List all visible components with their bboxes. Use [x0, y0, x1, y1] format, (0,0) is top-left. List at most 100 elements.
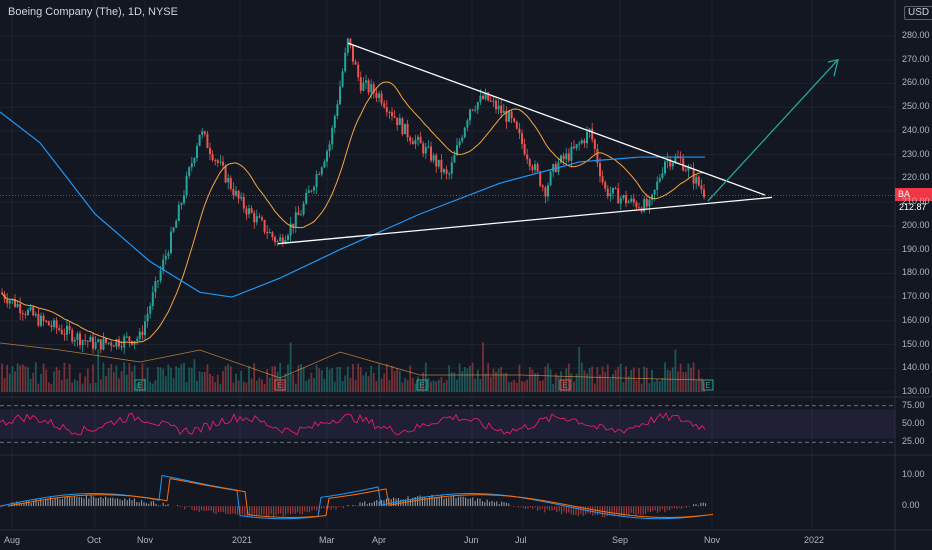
- volume-ma-line: [0, 342, 706, 381]
- y-axis-label: 220.00: [902, 172, 930, 183]
- earnings-label: E: [562, 381, 567, 390]
- volume-bar: [526, 379, 529, 392]
- volume-bar: [24, 366, 27, 392]
- earnings-label: E: [137, 381, 142, 390]
- volume-bar: [417, 376, 419, 392]
- candle-body: [248, 208, 250, 215]
- volume-bar: [406, 380, 409, 392]
- candle-body: [21, 313, 24, 315]
- candle-body: [565, 153, 568, 160]
- candle-body: [653, 189, 656, 195]
- candle-body: [466, 120, 469, 128]
- candle-body: [177, 204, 180, 221]
- candle-body: [203, 131, 206, 134]
- candle-body: [593, 139, 596, 149]
- candle-body: [222, 161, 224, 166]
- candle-body: [128, 336, 131, 342]
- candle-body: [97, 339, 100, 343]
- candle-body: [349, 38, 352, 46]
- candle-body: [94, 342, 97, 349]
- volume-bar: [422, 372, 425, 392]
- candle-body: [635, 202, 638, 208]
- candle-body: [294, 212, 297, 228]
- volume-bar: [123, 362, 126, 392]
- volume-bar: [385, 363, 388, 392]
- candle-body: [573, 146, 575, 149]
- candle-body: [261, 217, 263, 220]
- y-axis-label: 200.00: [902, 219, 930, 230]
- ma-slow-line: [0, 111, 705, 298]
- volume-bar: [136, 383, 139, 392]
- y-axis-label: 230.00: [902, 148, 930, 159]
- candle-body: [643, 198, 646, 212]
- earnings-marker: [559, 379, 571, 391]
- volume-bar: [313, 378, 315, 392]
- volume-bar: [671, 367, 674, 392]
- volume-bar: [248, 365, 250, 392]
- candle-body: [292, 223, 295, 228]
- volume-bar: [55, 367, 58, 392]
- candle-body: [406, 123, 409, 138]
- volume-bar: [250, 378, 253, 392]
- volume-bar: [110, 364, 113, 392]
- candle-body: [658, 178, 661, 182]
- volume-bar: [297, 365, 300, 392]
- candle-body: [469, 109, 471, 121]
- volume-bar: [211, 375, 214, 392]
- volume-bar: [666, 369, 669, 392]
- candle-body: [609, 193, 612, 197]
- candle-body: [326, 151, 328, 162]
- volume-bar: [461, 371, 464, 392]
- volume-bar: [549, 369, 552, 392]
- volume-bar: [458, 363, 461, 392]
- volume-bar: [105, 375, 107, 392]
- volume-bar: [266, 369, 269, 392]
- candle-body: [578, 143, 581, 145]
- candle-body: [276, 241, 279, 243]
- volume-bar: [606, 364, 609, 392]
- y-axis-label: 250.00: [902, 101, 930, 112]
- volume-bar: [632, 367, 635, 392]
- candle-body: [440, 159, 443, 173]
- y-axis-label: 140.00: [902, 362, 930, 373]
- volume-bar: [474, 378, 477, 392]
- candle-body: [313, 187, 315, 191]
- volume-bar: [21, 364, 24, 392]
- volume-bar: [323, 378, 326, 392]
- volume-bar: [307, 378, 310, 392]
- volume-bar: [541, 380, 544, 392]
- volume-bar: [86, 368, 89, 392]
- rsi-line: [0, 412, 706, 436]
- volume-bar: [497, 368, 500, 392]
- candle-body: [336, 104, 339, 117]
- candle-body: [502, 110, 505, 114]
- volume-bar: [151, 383, 154, 392]
- currency-badge[interactable]: USD: [904, 6, 932, 20]
- candle-body: [580, 140, 583, 144]
- volume-bar: [682, 372, 685, 392]
- candle-body: [258, 216, 261, 218]
- candle-body: [471, 109, 474, 111]
- candle-body: [53, 320, 55, 327]
- volume-bar: [328, 369, 331, 392]
- candle-body: [110, 342, 113, 346]
- volume-bar: [518, 364, 521, 392]
- volume-bar: [492, 368, 495, 392]
- volume-bar: [409, 365, 412, 392]
- candle-body: [505, 110, 508, 122]
- volume-bar: [201, 372, 204, 392]
- candle-body: [47, 321, 50, 326]
- candle-body: [27, 309, 29, 315]
- candle-body: [661, 173, 664, 179]
- volume-bar: [180, 363, 183, 392]
- candle-body: [89, 336, 92, 342]
- macd-line: [0, 474, 706, 520]
- volume-bar: [630, 369, 633, 392]
- volume-bar: [102, 362, 105, 392]
- candle-body: [58, 328, 61, 330]
- candle-body: [71, 330, 74, 342]
- volume-bar: [528, 367, 531, 392]
- volume-bar: [34, 362, 37, 392]
- x-axis-label: Nov: [704, 535, 721, 545]
